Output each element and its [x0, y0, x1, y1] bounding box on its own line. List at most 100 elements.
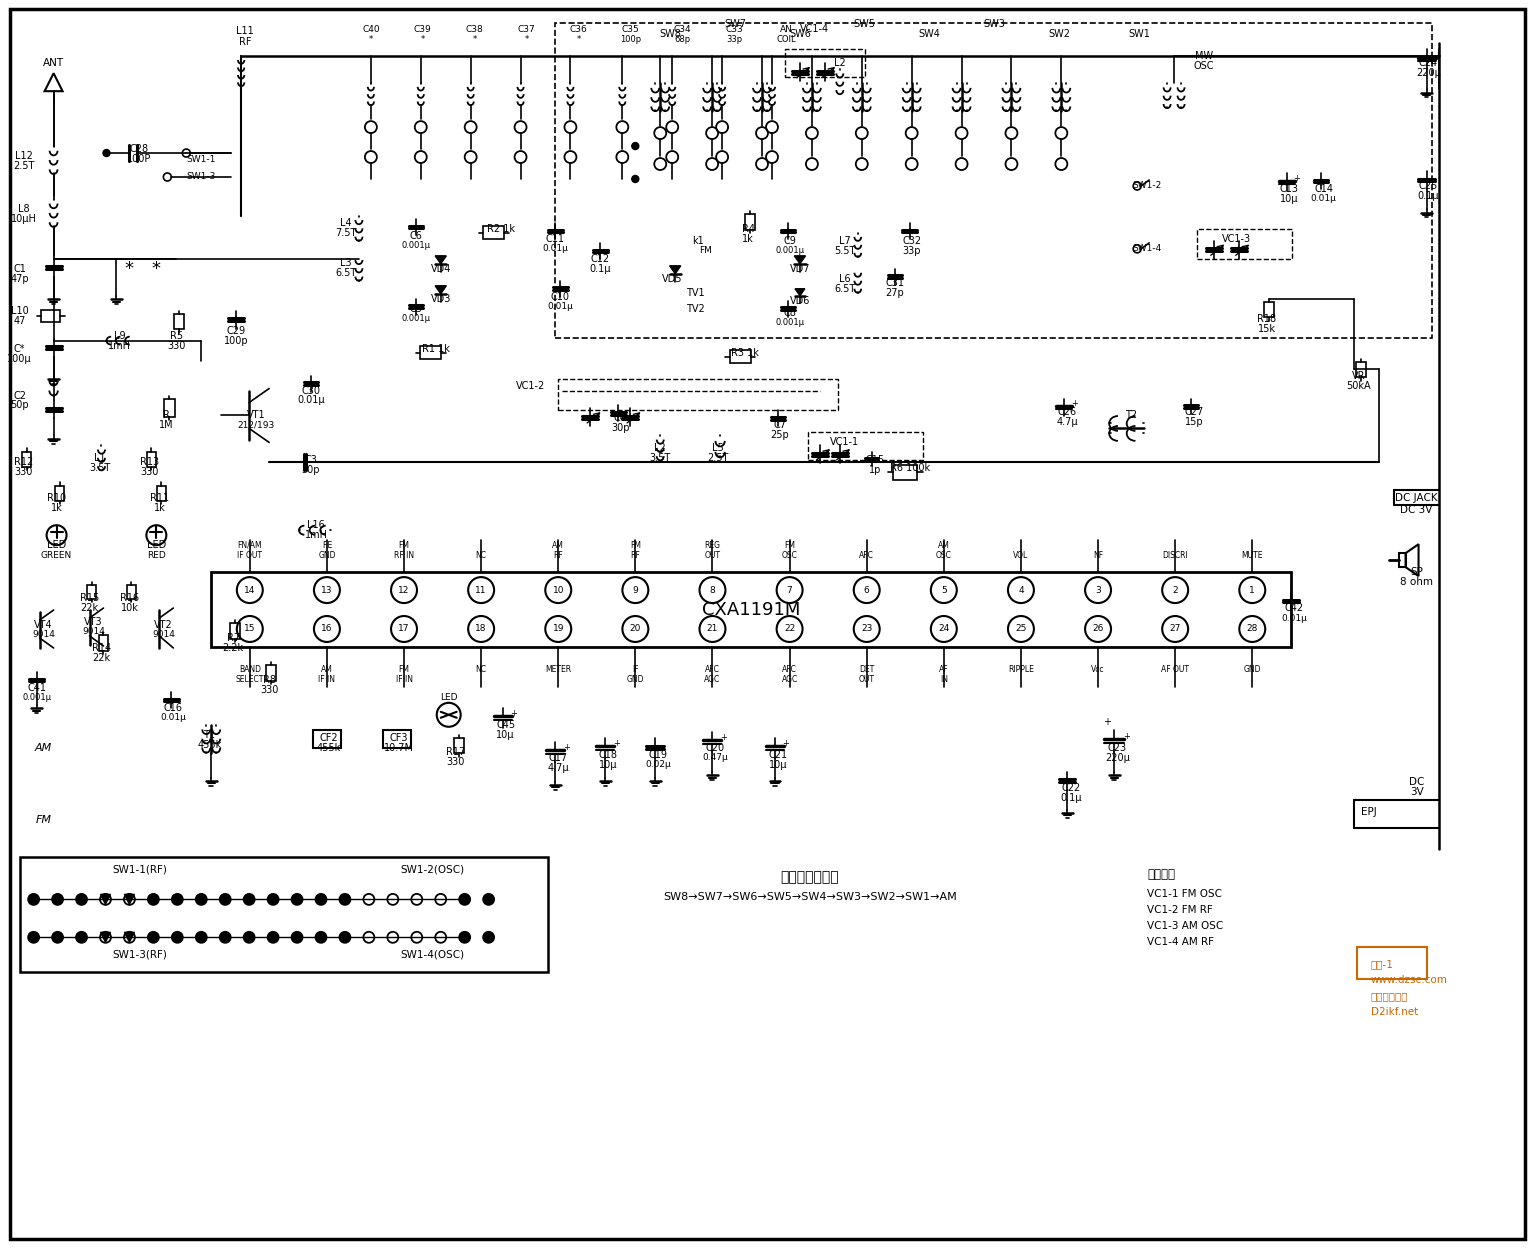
Text: 4: 4 — [1018, 585, 1024, 594]
Text: SW2: SW2 — [1048, 29, 1070, 40]
Text: 0.01μ: 0.01μ — [1280, 614, 1306, 623]
Text: DC: DC — [1409, 776, 1424, 786]
Text: 0.001μ: 0.001μ — [21, 694, 51, 703]
Text: L2: L2 — [654, 443, 666, 453]
Text: TV2: TV2 — [686, 303, 705, 313]
Polygon shape — [124, 895, 135, 905]
Circle shape — [236, 577, 262, 603]
Text: 0.001μ: 0.001μ — [775, 318, 804, 327]
Text: RIPPLE: RIPPLE — [1008, 665, 1035, 674]
Circle shape — [77, 932, 87, 942]
Circle shape — [700, 617, 726, 641]
Circle shape — [147, 932, 158, 942]
Text: MW: MW — [1194, 51, 1213, 61]
Text: T1: T1 — [203, 730, 215, 740]
Text: 1mH: 1mH — [304, 530, 327, 540]
Text: 22k: 22k — [80, 603, 98, 613]
Text: AM
RF: AM RF — [553, 540, 565, 560]
Text: k1: k1 — [692, 236, 705, 246]
Text: VR: VR — [1352, 371, 1366, 381]
Text: 455k: 455k — [196, 740, 221, 750]
Circle shape — [316, 932, 327, 942]
Text: C40: C40 — [362, 25, 379, 34]
Text: 33p: 33p — [903, 246, 921, 256]
Circle shape — [196, 932, 207, 942]
Text: C16: C16 — [164, 703, 183, 713]
Text: R17: R17 — [447, 746, 465, 756]
Text: 2: 2 — [1173, 585, 1177, 594]
Text: 330: 330 — [167, 341, 186, 351]
Text: VC1-1: VC1-1 — [830, 437, 860, 447]
Text: C20: C20 — [706, 743, 725, 753]
Text: AFC: AFC — [860, 552, 873, 560]
Text: C45: C45 — [496, 720, 516, 730]
Text: R4: R4 — [741, 223, 755, 233]
Circle shape — [103, 150, 111, 156]
Polygon shape — [434, 286, 447, 293]
Polygon shape — [124, 932, 135, 942]
Text: 26: 26 — [1093, 624, 1104, 634]
Text: 21: 21 — [706, 624, 718, 634]
Text: FM
RF IN: FM RF IN — [394, 540, 414, 560]
Text: DC 3V: DC 3V — [1400, 505, 1432, 515]
Polygon shape — [100, 895, 111, 905]
Text: C2: C2 — [14, 391, 26, 401]
Polygon shape — [669, 266, 682, 273]
Circle shape — [220, 932, 230, 942]
Text: R18: R18 — [1257, 313, 1277, 323]
Text: 25: 25 — [1015, 624, 1027, 634]
Bar — [421, 346, 441, 359]
Text: 9: 9 — [632, 585, 639, 594]
Text: DC JACK: DC JACK — [1395, 493, 1438, 503]
Text: 330: 330 — [259, 685, 278, 695]
Text: 4.7μ: 4.7μ — [1056, 417, 1078, 428]
Text: VT4: VT4 — [34, 620, 52, 630]
Circle shape — [459, 894, 470, 905]
Text: FM: FM — [698, 246, 712, 256]
Text: 7.5T: 7.5T — [335, 228, 356, 238]
Text: 4.7μ: 4.7μ — [548, 763, 569, 773]
Text: SW5: SW5 — [853, 19, 876, 30]
Text: 0.001μ: 0.001μ — [775, 246, 804, 256]
Text: +: + — [720, 734, 726, 743]
Text: 11: 11 — [476, 585, 487, 594]
Text: 电子开发社区: 电子开发社区 — [1371, 991, 1408, 1001]
Text: 0.01μ: 0.01μ — [298, 396, 325, 406]
Text: VOL: VOL — [1013, 552, 1028, 560]
Text: D2ikf.net: D2ikf.net — [1371, 1007, 1418, 1017]
Text: 220μ: 220μ — [1417, 69, 1441, 79]
Text: +: + — [783, 739, 789, 749]
Text: VT2: VT2 — [154, 620, 173, 630]
Polygon shape — [434, 256, 447, 263]
Text: C12: C12 — [591, 253, 609, 263]
Text: +: + — [1294, 173, 1300, 183]
Text: 220μ: 220μ — [1105, 753, 1130, 763]
Text: +: + — [510, 709, 517, 719]
Circle shape — [244, 894, 255, 905]
Text: C36: C36 — [569, 25, 588, 34]
Text: R6 100k: R6 100k — [890, 463, 930, 473]
Text: SW3: SW3 — [984, 19, 1005, 30]
Text: SW8→SW7→SW6→SW5→SW4→SW3→SW2→SW1→AM: SW8→SW7→SW6→SW5→SW4→SW3→SW2→SW1→AM — [663, 892, 956, 902]
Text: 3.5T: 3.5T — [649, 453, 671, 463]
Text: FM
IF IN: FM IF IN — [396, 665, 413, 684]
Bar — [127, 585, 135, 599]
Text: +: + — [1434, 51, 1441, 60]
Text: *: * — [576, 35, 580, 44]
Bar — [266, 665, 276, 680]
Text: AF OUT: AF OUT — [1160, 665, 1190, 674]
Text: C27: C27 — [1185, 407, 1203, 418]
Text: 6.5T: 6.5T — [834, 283, 855, 293]
Text: R12: R12 — [14, 457, 34, 467]
Text: 50kA: 50kA — [1346, 381, 1371, 391]
Circle shape — [700, 577, 726, 603]
Text: CF2: CF2 — [319, 733, 338, 743]
Text: EPJ: EPJ — [1362, 806, 1377, 816]
Text: C39: C39 — [414, 25, 431, 34]
Bar — [157, 485, 166, 500]
Text: R3 1k: R3 1k — [731, 348, 758, 358]
Text: +: + — [612, 739, 620, 749]
Text: VD3: VD3 — [430, 293, 451, 303]
Bar — [382, 730, 411, 748]
Text: NF: NF — [1093, 552, 1104, 560]
